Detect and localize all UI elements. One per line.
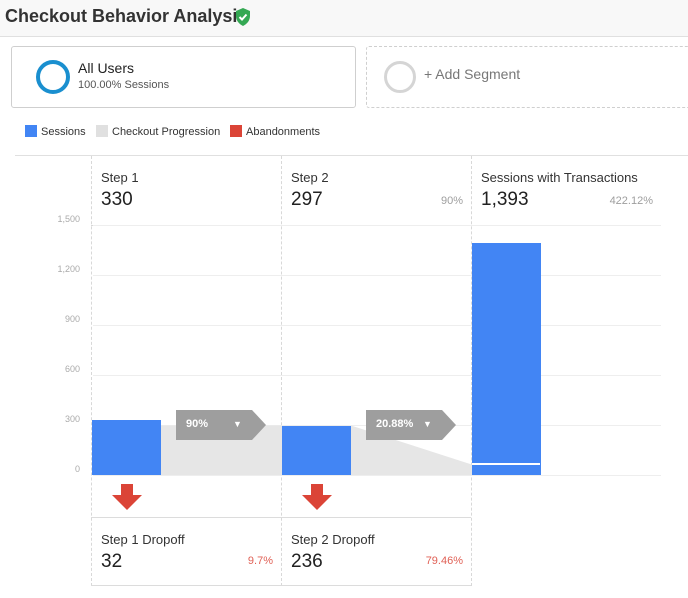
transactions-value: 1,393 [481,189,529,210]
legend-label-abandonments: Abandonments [246,126,320,138]
session-bar-step-2[interactable] [282,425,351,475]
progression-pill-1-label: 90% [186,418,209,430]
legend-sessions: Sessions [25,125,86,138]
step-2-percent: 90% [440,195,463,207]
legend-label-sessions: Sessions [41,126,86,138]
step-1-title: Step 1 [101,170,139,185]
dropoff-bottom-divider [91,585,471,586]
dropoff-arrow-icon [112,484,142,510]
legend-label-progression: Checkout Progression [112,126,221,138]
chevron-down-icon: ▼ [233,419,242,429]
transactions-bar-separator [472,463,540,465]
gridline-0 [93,475,661,476]
transactions-percent: 422.12% [609,195,653,207]
segment-sessions: 100.00% Sessions [78,79,170,91]
legend-swatch-sessions [25,125,37,137]
progression-pill-2[interactable] [366,410,456,440]
chevron-down-icon: ▼ [423,419,432,429]
session-bar-transactions[interactable] [472,242,541,475]
step-2-value: 297 [291,189,323,210]
legend-swatch-abandonments [230,125,242,137]
progression-pill-1[interactable] [176,410,266,440]
add-segment-ring-icon [384,61,416,93]
add-segment-button[interactable]: + Add Segment [366,46,688,108]
step-1-value: 330 [101,189,133,210]
segment-ring-icon [36,60,70,94]
column-divider-1 [91,156,92,586]
dropoff-arrow-icon [302,484,332,510]
add-segment-label: + Add Segment [424,66,521,82]
verified-shield-icon [236,8,250,26]
gridline-900 [93,325,661,326]
step-1-dropoff-percent: 9.7% [247,555,273,567]
step-2-dropoff-value: 236 [291,551,323,572]
gridline-1200 [93,275,661,276]
y-tick-1200: 1,200 [57,264,80,274]
y-tick-900: 900 [64,314,80,324]
step-1-dropoff-title: Step 1 Dropoff [101,532,185,547]
legend-checkout-progression: Checkout Progression [96,125,220,138]
segment-name: All Users [78,60,135,76]
session-bar-step-1[interactable] [92,420,161,475]
transactions-title: Sessions with Transactions [481,170,638,185]
progression-pill-2-label: 20.88% [376,418,414,430]
gridline-600 [93,375,661,376]
title-bar: Checkout Behavior Analysis [0,0,688,37]
step-1-dropoff-value: 32 [101,551,123,572]
column-divider-3 [471,156,472,586]
y-tick-600: 600 [64,364,80,374]
dropoff-top-divider [91,517,471,518]
y-tick-300: 300 [64,414,80,424]
y-tick-1500: 1,500 [57,214,80,224]
gridline-1500 [93,225,661,226]
step-2-title: Step 2 [291,170,329,185]
segment-all-users[interactable]: All Users 100.00% Sessions [11,46,356,108]
legend-abandonments: Abandonments [230,125,320,138]
column-divider-2 [281,156,282,586]
y-tick-0: 0 [74,464,80,474]
step-2-dropoff-title: Step 2 Dropoff [291,532,375,547]
legend-swatch-progression [96,125,108,137]
page-title: Checkout Behavior Analysis [5,6,248,26]
step-2-dropoff-percent: 79.46% [425,555,463,567]
funnel-top-divider [15,155,688,156]
